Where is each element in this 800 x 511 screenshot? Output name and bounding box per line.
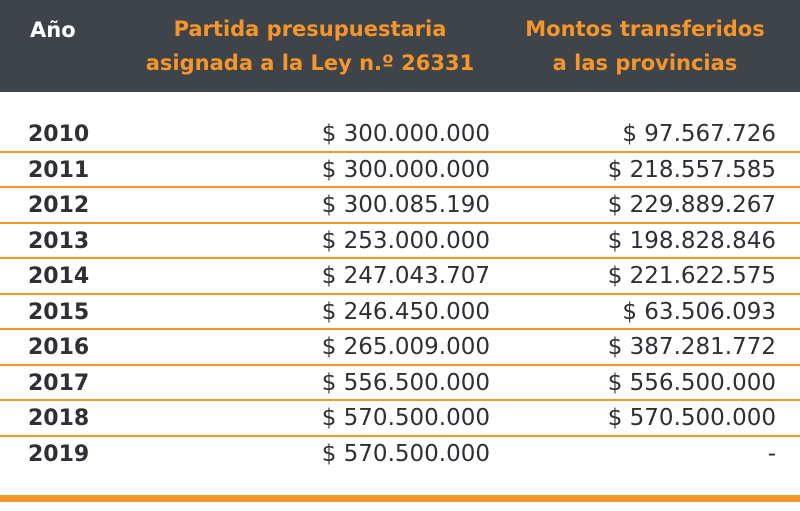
year-cell: 2010: [28, 122, 90, 147]
year-cell: 2012: [28, 193, 90, 218]
budget-cell: $ 265.009.000: [321, 334, 490, 360]
year-cell: 2017: [28, 370, 90, 396]
year-cell: 2018: [28, 406, 90, 431]
transfer-cell: $ 63.506.093: [622, 298, 776, 325]
year-cell: 2013: [28, 228, 90, 254]
transfer-cell: $ 556.500.000: [607, 369, 776, 396]
budget-cell: $ 253.000.000: [321, 227, 490, 254]
table-row: 2019 $ 570.500.000 -: [0, 437, 800, 473]
year-cell: 2019: [28, 441, 90, 467]
transfer-cell: $ 218.557.585: [607, 156, 776, 183]
header-transfer: Montos transferidos a las provincias: [505, 0, 785, 92]
year-cell: 2015: [28, 299, 90, 325]
table-header: Año Partida presupuestaria asignada a la…: [0, 0, 800, 92]
table-row: 2012 $ 300.085.190 $ 229.889.267: [0, 188, 800, 224]
transfer-cell: $ 387.281.772: [607, 334, 776, 360]
header-year: Año: [30, 0, 110, 60]
budget-cell: $ 570.500.000: [321, 440, 490, 467]
budget-cell: $ 246.450.000: [321, 298, 490, 325]
bottom-divider: [0, 495, 800, 502]
table-row: 2013 $ 253.000.000 $ 198.828.846: [0, 224, 800, 259]
budget-cell: $ 300.085.190: [321, 192, 490, 218]
header-budget-line2: asignada a la Ley n.º 26331: [145, 51, 475, 75]
table-row: 2011 $ 300.000.000 $ 218.557.585: [0, 153, 800, 188]
budget-cell: $ 247.043.707: [321, 263, 490, 289]
header-budget: Partida presupuestaria asignada a la Ley…: [120, 0, 500, 92]
header-transfer-line1: Montos transferidos: [525, 17, 765, 41]
transfer-cell: $ 229.889.267: [607, 192, 776, 218]
year-cell: 2016: [28, 335, 90, 360]
table-row: 2015 $ 246.450.000 $ 63.506.093: [0, 295, 800, 330]
header-year-label: Año: [30, 18, 76, 42]
transfer-cell: $ 570.500.000: [607, 405, 776, 431]
budget-cell: $ 300.000.000: [321, 121, 490, 147]
table-row: 2018 $ 570.500.000 $ 570.500.000: [0, 401, 800, 437]
header-budget-line1: Partida presupuestaria: [173, 17, 447, 41]
table-row: 2017 $ 556.500.000 $ 556.500.000: [0, 366, 800, 401]
year-cell: 2011: [28, 157, 90, 183]
transfer-cell: $ 198.828.846: [607, 227, 776, 254]
table-row: 2016 $ 265.009.000 $ 387.281.772: [0, 330, 800, 366]
budget-cell: $ 556.500.000: [321, 369, 490, 396]
table-row: 2010 $ 300.000.000 $ 97.567.726: [0, 117, 800, 153]
table-body: 2010 $ 300.000.000 $ 97.567.726 2011 $ 3…: [0, 117, 800, 472]
transfer-cell: $ 221.622.575: [607, 263, 776, 289]
transfer-cell: -: [767, 440, 776, 467]
year-cell: 2014: [28, 264, 90, 289]
table-row: 2014 $ 247.043.707 $ 221.622.575: [0, 259, 800, 295]
budget-cell: $ 570.500.000: [321, 405, 490, 431]
transfer-cell: $ 97.567.726: [622, 121, 776, 147]
budget-cell: $ 300.000.000: [321, 156, 490, 183]
header-transfer-line2: a las provincias: [552, 51, 738, 75]
